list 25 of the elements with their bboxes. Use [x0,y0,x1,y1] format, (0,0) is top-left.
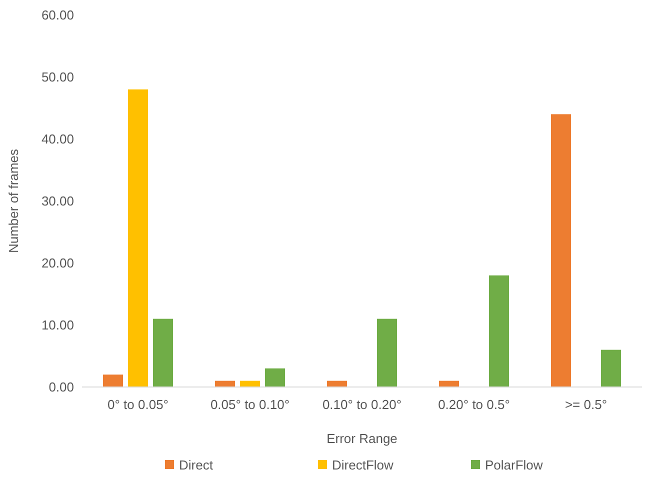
bar [377,318,397,387]
y-tick-label: 20.00 [41,256,74,271]
bar [489,275,509,387]
bar [601,350,621,387]
y-tick-label: 60.00 [41,8,74,23]
legend-label: PolarFlow [485,458,544,473]
y-axis-title: Number of frames [6,148,21,254]
bar [265,368,285,387]
y-tick-label: 30.00 [41,194,74,209]
y-tick-label: 10.00 [41,318,74,333]
legend-label: Direct [179,458,214,473]
legend-label: DirectFlow [332,458,394,473]
x-axis-title: Error Range [326,431,398,446]
x-tick-label: 0.05° to 0.10° [210,397,290,412]
x-tick-label: >= 0.5° [564,397,608,412]
x-tick-label: 0.10° to 0.20° [322,397,402,412]
y-tick-label: 40.00 [41,132,74,147]
y-tick-label: 50.00 [41,70,74,85]
x-tick-label: 0.20° to 0.5° [438,397,510,412]
bar [103,374,123,387]
y-tick-label: 0.00 [48,380,74,395]
bar [153,318,173,387]
bar [128,89,148,387]
bar [551,114,571,387]
x-tick-label: 0° to 0.05° [108,397,168,412]
